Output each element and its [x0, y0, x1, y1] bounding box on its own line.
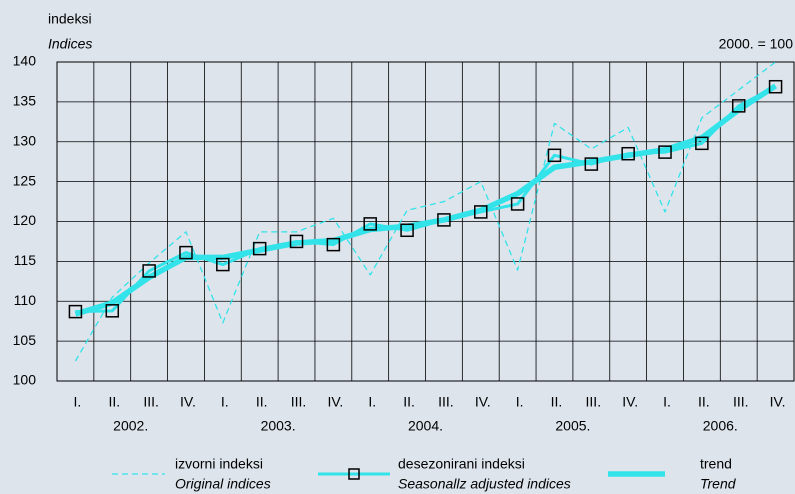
marker — [105, 304, 120, 318]
x-tick-label: II. — [403, 394, 415, 410]
year-label: 2002. — [113, 418, 148, 434]
year-label: 2006. — [703, 418, 738, 434]
x-tick-label: IV. — [327, 394, 343, 410]
year-label: 2005. — [555, 418, 590, 434]
marker — [216, 257, 230, 272]
x-tick-label: III. — [291, 394, 307, 410]
y-label-en: Indices — [48, 36, 92, 52]
marker — [437, 213, 451, 227]
note: 2000. = 100 — [719, 36, 794, 52]
y-tick-label: 140 — [13, 53, 37, 69]
legend-label-en: Trend — [700, 476, 737, 492]
x-tick-label: III. — [586, 394, 602, 410]
year-label: 2004. — [408, 418, 443, 434]
legend-label-en: Original indices — [175, 476, 271, 492]
marker — [68, 304, 83, 319]
x-tick-label: II. — [108, 394, 120, 410]
x-tick-label: II. — [698, 394, 710, 410]
x-tick-label: II. — [256, 394, 268, 410]
marker — [768, 79, 783, 94]
y-label: indeksi — [48, 11, 92, 27]
marker — [584, 157, 599, 171]
marker — [252, 241, 267, 256]
legend-label: desezonirani indeksi — [398, 456, 525, 472]
marker — [510, 197, 525, 211]
x-tick-label: I. — [663, 394, 671, 410]
x-tick-label: II. — [551, 394, 563, 410]
x-tick-label: IV. — [770, 394, 786, 410]
marker — [731, 99, 746, 113]
marker — [658, 145, 672, 159]
y-tick-label: 100 — [13, 372, 37, 388]
x-tick-label: I. — [74, 394, 82, 410]
x-tick-label: I. — [221, 394, 229, 410]
x-tick-label: I. — [368, 394, 376, 410]
marker — [547, 148, 562, 163]
marker — [695, 136, 709, 151]
legend-label-en: Seasonallz adjusted indices — [398, 476, 571, 492]
x-tick-label: I. — [516, 394, 524, 410]
year-label: 2003. — [261, 418, 296, 434]
legend-label: trend — [700, 456, 732, 472]
x-tick-label: III. — [143, 394, 159, 410]
y-tick-label: 105 — [13, 332, 37, 348]
y-tick-label: 110 — [14, 292, 37, 308]
y-tick-label: 120 — [13, 212, 37, 228]
y-tick-label: 130 — [13, 132, 37, 148]
y-tick-label: 115 — [14, 252, 37, 268]
marker — [289, 234, 304, 249]
x-tick-label: III. — [438, 394, 454, 410]
x-tick-label: III. — [733, 394, 749, 410]
marker — [326, 237, 341, 252]
marker — [363, 217, 377, 231]
y-tick-label: 125 — [13, 172, 37, 188]
legend-marker — [348, 468, 360, 480]
marker — [400, 223, 414, 238]
marker — [142, 264, 156, 278]
x-tick-label: IV. — [622, 394, 638, 410]
legend-label: izvorni indeksi — [175, 456, 263, 472]
marker — [474, 205, 488, 219]
y-tick-label: 135 — [13, 93, 37, 109]
line-dashed — [74, 61, 776, 362]
marker — [621, 146, 635, 161]
x-tick-label: IV. — [475, 394, 491, 410]
x-tick-label: IV. — [180, 394, 196, 410]
marker — [179, 245, 193, 260]
